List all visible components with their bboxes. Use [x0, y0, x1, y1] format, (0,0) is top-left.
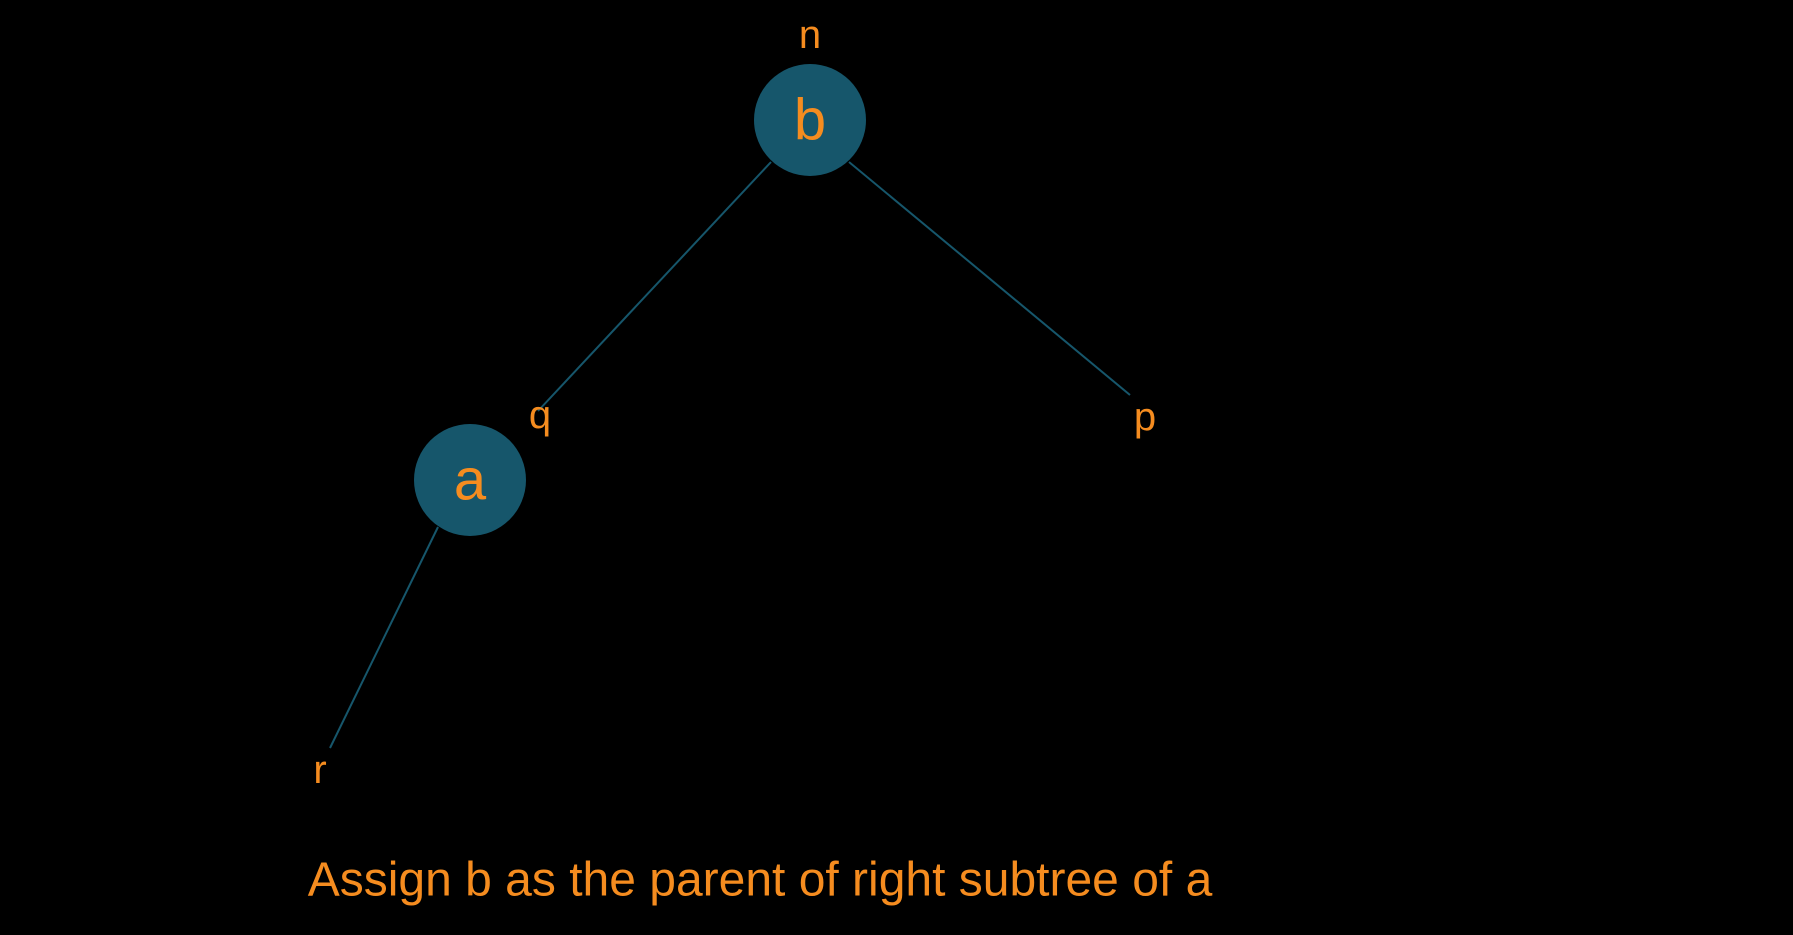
edge: [538, 162, 771, 411]
edge: [330, 527, 438, 748]
diagram-caption: Assign b as the parent of right subtree …: [308, 854, 1213, 907]
node-outer-label: n: [799, 13, 821, 57]
leaf-label-p: p: [1134, 395, 1156, 439]
nodes-group: bn aq: [414, 13, 866, 536]
node-outer-label: q: [529, 393, 551, 437]
tree-diagram: bn aq p r Assign b as the parent of right su…: [0, 0, 1793, 935]
edge: [849, 162, 1130, 395]
node-label: b: [794, 88, 826, 153]
node-b: bn: [754, 13, 866, 176]
leaf-label-r: r: [313, 748, 326, 792]
node-label: a: [454, 448, 487, 513]
node-a: aq: [414, 393, 551, 536]
